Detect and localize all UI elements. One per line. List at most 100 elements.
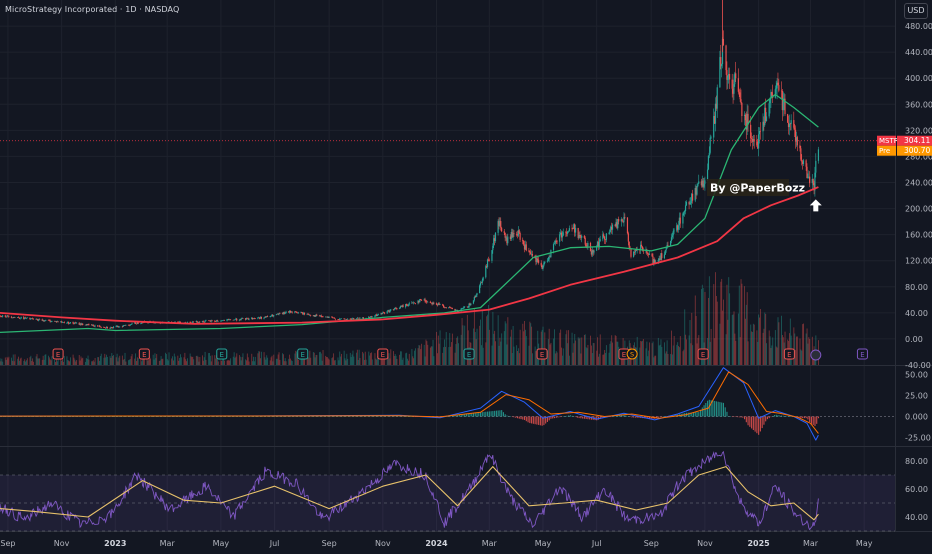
candle-body [402,305,403,307]
candle-body [483,277,484,280]
candle-body [630,248,631,256]
volume-bar [667,340,668,365]
macd-histogram-bar [491,411,492,416]
dividends-icon[interactable] [811,350,821,360]
volume-bar [294,354,295,365]
volume-bar [426,340,427,365]
volume-bar [425,356,426,365]
macd-axis-label: 0.000 [905,413,928,422]
volume-bar [455,353,456,365]
volume-bar [153,355,154,365]
volume-bar [209,353,210,365]
candle-body [64,322,65,323]
candle-body [322,316,323,317]
time-axis-label: 2023 [104,539,126,548]
macd-histogram-bar [626,416,627,417]
volume-bar [549,329,550,365]
volume-bar [747,292,748,365]
candle-body [236,319,237,321]
volume-bar [316,355,317,365]
volume-bar [560,330,561,365]
earnings-marker[interactable]: E [378,349,388,359]
candle-body [218,321,219,322]
earnings-marker[interactable]: E [139,349,149,359]
candle-body [399,308,400,309]
volume-bar [407,359,408,365]
volume-bar [411,349,412,365]
volume-bar [717,302,718,365]
volume-bar [20,359,21,365]
volume-bar [119,356,120,365]
volume-bar [785,332,786,365]
macd-histogram-bar [719,402,720,416]
volume-bar [510,337,511,365]
earnings-marker[interactable]: E [217,349,227,359]
candle-body [234,320,235,321]
volume-bar [180,354,181,365]
earnings-marker[interactable]: E [698,349,708,359]
candle-body [562,236,563,238]
volume-bar [14,361,15,365]
volume-bar [778,322,779,365]
rsi-axis-label: 60.00 [905,485,928,494]
candle-body [0,315,1,316]
volume-bar [505,321,506,365]
earnings-marker[interactable]: E [537,349,547,359]
volume-bar [193,359,194,365]
macd-histogram-bar [517,417,518,419]
volume-bar [512,353,513,365]
earnings-marker[interactable]: E [464,349,474,359]
earnings-marker[interactable]: E [298,349,308,359]
volume-bar [272,361,273,365]
volume-bar [286,361,287,365]
volume-bar [793,327,794,365]
earnings-marker[interactable]: E [857,349,867,359]
volume-bar [162,359,163,365]
candle-body [794,128,795,130]
candle-body [609,230,610,233]
candle-body [285,312,286,314]
earnings-marker[interactable]: E [784,349,794,359]
candle-body [696,186,697,194]
candle-body [468,307,469,308]
candle-body [563,232,564,235]
volume-bar [537,331,538,365]
volume-bar [526,336,527,365]
volume-bar [241,360,242,365]
macd-histogram-bar [550,417,551,419]
volume-bar [197,356,198,365]
candle-body [66,323,67,324]
candle-body [727,76,728,79]
candle-body [101,327,102,328]
volume-bar [579,339,580,365]
volume-bar [112,356,113,365]
volume-bar [328,358,329,365]
candle-body [439,303,440,304]
volume-bar [594,343,595,365]
volume-bar [692,345,693,365]
earnings-marker[interactable]: E [53,349,63,359]
currency-button[interactable]: USD [904,3,928,19]
candle-body [703,184,704,187]
macd-histogram-bar [501,410,502,416]
candle-body [593,251,594,253]
macd-histogram-bar [612,416,613,417]
volume-bar [420,349,421,365]
macd-histogram-bar [732,417,733,418]
volume-bar [202,355,203,365]
volume-bar [611,335,612,365]
candle-body [732,80,733,89]
volume-bar [251,354,252,365]
macd-histogram-bar [811,417,812,424]
volume-bar [125,362,126,365]
volume-bar [66,356,67,365]
volume-bar [532,353,533,365]
volume-bar [371,352,372,365]
volume-bar [95,358,96,365]
volume-bar [174,354,175,365]
macd-histogram-bar [556,417,557,418]
volume-bar [118,361,119,365]
macd-histogram-bar [726,412,727,417]
